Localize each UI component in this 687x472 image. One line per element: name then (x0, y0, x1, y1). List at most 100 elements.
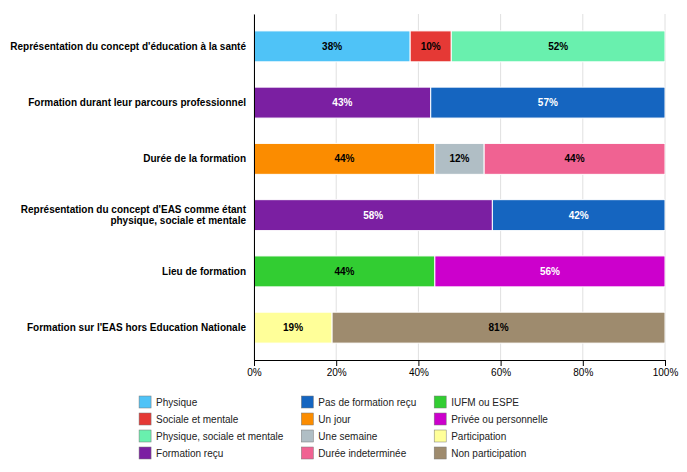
bar-segment (410, 31, 451, 62)
data-label: 19% (283, 322, 303, 333)
grid-line (254, 14, 255, 360)
bar-segment (484, 143, 665, 174)
y-tick-label-line: Durée de la formation (143, 153, 246, 164)
legend-label: Durée indeterminée (318, 448, 406, 459)
y-tick-label: Formation durant leur parcours professio… (28, 97, 246, 108)
legend: Physique Sociale et mentale Physique, soci… (139, 396, 548, 459)
y-tick-label-line: Représentation du concept d'EAS comme ét… (21, 204, 247, 215)
legend-swatch (301, 447, 313, 459)
y-tick-label-line: Formation durant leur parcours professio… (28, 97, 246, 108)
legend-item: IUFM ou ESPE (434, 396, 519, 408)
data-label: 52% (548, 41, 568, 52)
legend-label: Physique, sociale et mentale (156, 431, 284, 442)
y-axis: Représentation du concept d'éducation à … (10, 15, 254, 361)
x-tick-label: 100% (653, 367, 679, 378)
legend-item: Un jour (301, 413, 351, 425)
x-axis: 0%20%40%60%80%100% (247, 360, 678, 378)
data-label: 57% (538, 97, 558, 108)
legend-label: Participation (451, 431, 506, 442)
bar-segment (254, 31, 410, 62)
legend-swatch (434, 430, 446, 442)
legend-label: Pas de formation reçu (318, 397, 416, 408)
y-tick-label-line: Représentation du concept d'éducation à … (10, 41, 246, 52)
x-axis-line (255, 361, 666, 367)
legend-swatch (301, 396, 313, 408)
bars (254, 31, 665, 343)
y-tick-label: Durée de la formation (143, 153, 246, 164)
x-tick-mark (418, 360, 419, 366)
data-label: 12% (449, 153, 469, 164)
data-label: 43% (332, 97, 352, 108)
legend-item: Physique (139, 396, 198, 408)
data-label: 10% (421, 41, 441, 52)
y-tick-label: Formation sur l'EAS hors Education Natio… (27, 322, 247, 333)
legend-swatch (139, 447, 151, 459)
series (254, 312, 332, 343)
x-tick-mark (501, 360, 502, 366)
y-tick-label-line: physique, sociale et mentale (110, 215, 246, 226)
grid-line (336, 14, 337, 360)
legend-label: Formation reçu (156, 448, 223, 459)
legend-item: Formation reçu (139, 447, 223, 459)
legend-swatch (434, 396, 446, 408)
grid-line (665, 14, 666, 360)
legend-item: Durée indeterminée (301, 447, 406, 459)
y-tick-label-line: Formation sur l'EAS hors Education Natio… (27, 322, 247, 333)
y-tick-label-line: Lieu de formation (162, 266, 246, 277)
x-tick-mark (254, 360, 255, 366)
bar-segment (492, 200, 665, 231)
legend-label: Sociale et mentale (156, 414, 239, 425)
x-tick-label: 60% (491, 367, 511, 378)
data-label: 44% (334, 266, 354, 277)
series (431, 87, 665, 230)
x-tick-mark (336, 360, 337, 366)
y-tick-label: Représentation du concept d'éducation à … (10, 41, 246, 52)
series (254, 256, 435, 287)
y-tick: Représentation du concept d'EAS comme ét… (21, 204, 247, 227)
legend-swatch (301, 430, 313, 442)
bar-segment (254, 87, 431, 118)
legend-item: Pas de formation reçu (301, 396, 416, 408)
data-label: 81% (489, 322, 509, 333)
legend-item: Privée ou personnelle (434, 413, 548, 425)
x-tick: 40% (409, 360, 429, 378)
legend-label: Non participation (451, 448, 526, 459)
grid-line (418, 14, 419, 360)
x-tick-mark (583, 360, 584, 366)
y-tick-label: Représentation du concept d'EAS comme ét… (21, 204, 247, 227)
x-tick: 60% (491, 360, 511, 378)
legend-swatch (139, 430, 151, 442)
y-axis-line (254, 15, 255, 361)
data-labels: 38%10%52%43%58%57%42%44%12%44%44%56%19%8… (283, 41, 589, 333)
legend-swatch (139, 413, 151, 425)
bar-segment (254, 200, 492, 231)
bar-segment (451, 31, 665, 62)
legend-item: Une semaine (301, 430, 377, 442)
bar-segment (435, 143, 484, 174)
series (435, 143, 484, 174)
series (254, 143, 435, 174)
legend-label: Physique (156, 397, 198, 408)
bar-segment (254, 312, 332, 343)
legend-swatch (301, 413, 313, 425)
series (332, 312, 665, 343)
x-tick: 100% (653, 360, 679, 378)
data-label: 42% (569, 210, 589, 221)
bar-segment (254, 256, 435, 287)
series (484, 143, 665, 174)
series (435, 256, 665, 287)
legend-swatch (434, 413, 446, 425)
grid-line (500, 14, 501, 360)
y-tick-label: Lieu de formation (162, 266, 246, 277)
plot: 38%10%52%43%58%57%42%44%12%44%44%56%19%8… (10, 14, 678, 378)
x-tick: 20% (327, 360, 347, 378)
data-label: 56% (540, 266, 560, 277)
bar-segment (435, 256, 665, 287)
grid-line (582, 14, 583, 360)
series (451, 31, 665, 62)
legend-item: Participation (434, 430, 506, 442)
legend-item: Non participation (434, 447, 526, 459)
legend-swatch (139, 396, 151, 408)
legend-label: Privée ou personnelle (451, 414, 548, 425)
y-tick: Durée de la formation (143, 153, 246, 164)
